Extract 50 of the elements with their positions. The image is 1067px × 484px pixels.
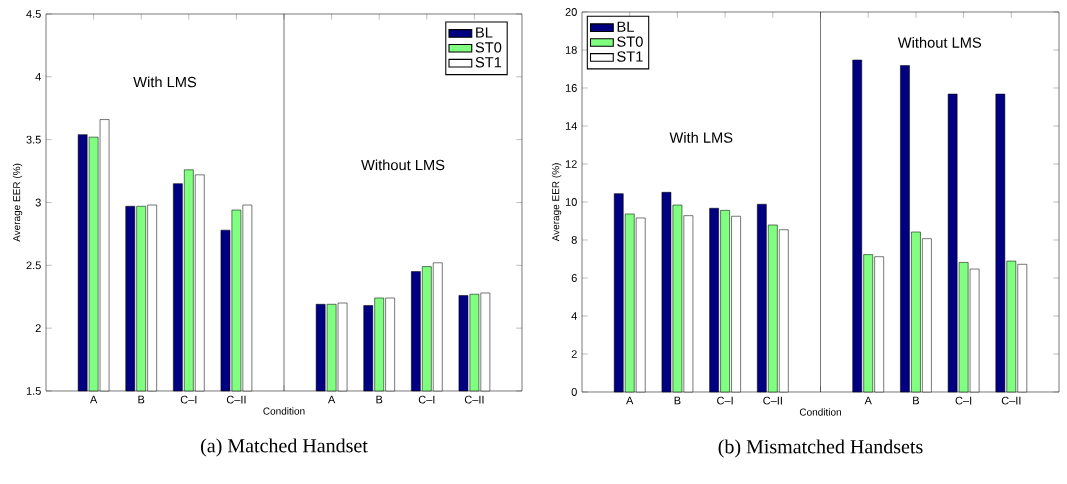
y-tick-label: 6 xyxy=(571,274,577,282)
legend-label: ST1 xyxy=(475,57,502,68)
legend-label: ST1 xyxy=(617,51,643,62)
x-tick-label: A xyxy=(864,396,872,405)
y-tick-label: 20 xyxy=(565,8,577,16)
annotation: Without LMS xyxy=(361,159,445,171)
annotation: Without LMS xyxy=(897,37,982,48)
x-tick-label: B xyxy=(138,395,145,404)
x-tick-label: C–II xyxy=(763,396,782,405)
text: (b) Mismatched Handsets xyxy=(718,439,923,458)
y-tick-label: 14 xyxy=(565,122,577,130)
legend-label: ST0 xyxy=(475,42,502,53)
y-tick-label: 1.5 xyxy=(26,387,41,395)
x-axis-title: Condition xyxy=(799,408,841,416)
x-tick-label: A xyxy=(626,396,634,405)
legend-label: ST0 xyxy=(617,36,643,47)
y-axis-title: Average EER (%) xyxy=(551,163,562,242)
y-tick-label: 4 xyxy=(35,73,41,81)
y-axis-title: Average EER (%) xyxy=(12,163,23,242)
x-axis-title: Condition xyxy=(263,407,305,415)
y-tick-label: 3.5 xyxy=(26,135,41,144)
y-tick-label: 2.5 xyxy=(26,261,41,270)
annotation: With LMS xyxy=(133,76,197,88)
y-tick-label: 3 xyxy=(35,198,41,207)
x-tick-label: C–II xyxy=(226,395,246,404)
y-tick-label: 12 xyxy=(565,160,577,168)
x-tick-label: B xyxy=(376,395,383,404)
x-tick-label: A xyxy=(89,395,98,404)
y-tick-label: 16 xyxy=(565,84,577,92)
y-tick-label: 4.5 xyxy=(26,10,41,18)
y-tick-label: 2 xyxy=(35,324,41,332)
x-tick-label: C–I xyxy=(180,395,197,404)
y-tick-label: 0 xyxy=(571,388,577,396)
x-tick-label: C–II xyxy=(464,395,484,404)
text: (a) Matched Handset xyxy=(201,438,368,457)
x-tick-label: C–II xyxy=(1001,396,1021,405)
legend-label: BL xyxy=(476,27,493,38)
annotation: With LMS xyxy=(669,132,733,143)
x-tick-label: C–I xyxy=(418,395,435,404)
y-tick-label: 10 xyxy=(565,198,577,206)
y-tick-label: 18 xyxy=(565,46,577,54)
x-tick-label: B xyxy=(674,396,681,405)
y-tick-label: 8 xyxy=(571,236,577,244)
x-tick-label: B xyxy=(913,396,919,405)
x-tick-label: A xyxy=(327,395,336,404)
y-tick-label: 4 xyxy=(571,312,577,320)
y-tick-label: 2 xyxy=(571,350,577,358)
legend-label: BL xyxy=(617,21,634,32)
x-tick-label: C–I xyxy=(717,396,733,405)
x-tick-label: C–I xyxy=(955,396,972,405)
